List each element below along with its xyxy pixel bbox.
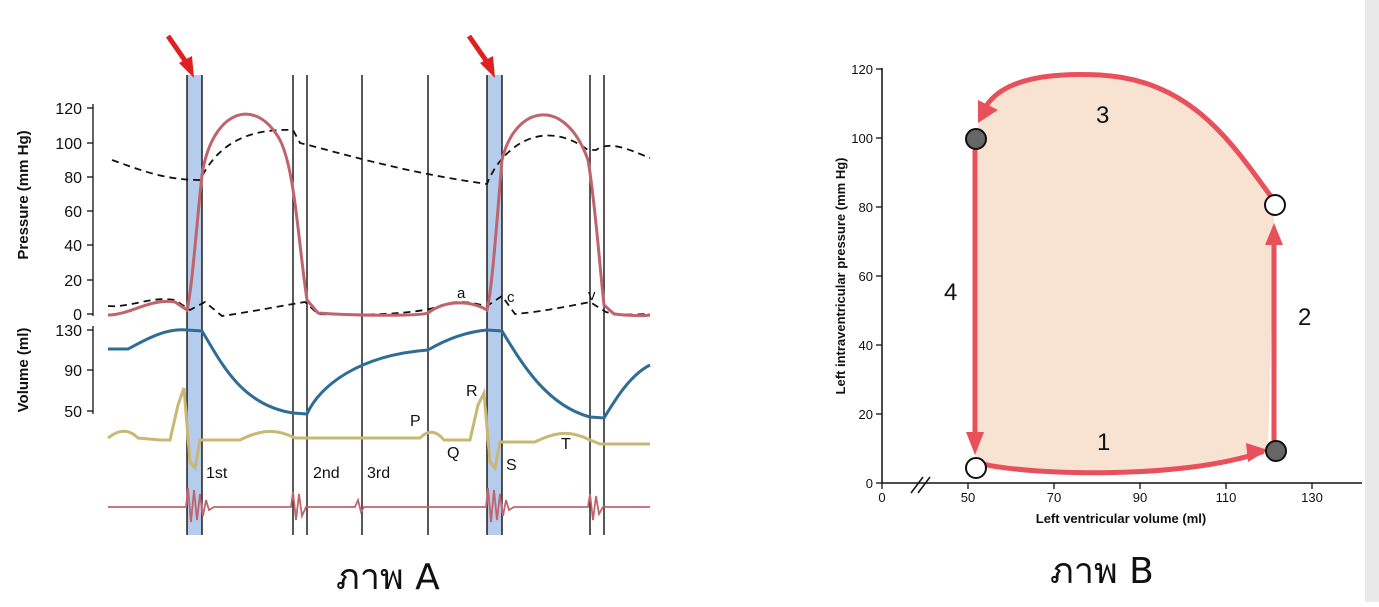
highlight-band-1	[187, 75, 202, 535]
point-end-diastolic	[1265, 440, 1287, 462]
x-tick-label: 110	[1216, 490, 1237, 505]
phonocardiogram-trace	[108, 487, 650, 523]
y-axis-label: Left intraventricular pressure (mm Hg)	[833, 158, 848, 395]
pressure-tick-label: 100	[55, 136, 82, 153]
y-tick-label: 40	[859, 338, 873, 353]
pv-loop	[972, 72, 1277, 476]
phase-label-4: 4	[944, 279, 957, 306]
ecg-label-s: S	[506, 457, 517, 474]
arrowhead-phase-4	[966, 432, 984, 455]
x-tick-label: 90	[1133, 490, 1147, 505]
y-tick-label: 100	[851, 131, 873, 146]
wave-label-v: v	[588, 287, 596, 304]
y-tick-label: 60	[859, 269, 873, 284]
wave-label-a: a	[457, 285, 466, 302]
phase-label-1: 1	[1097, 429, 1110, 456]
y-ticks	[876, 68, 882, 484]
atrial-pressure-curve	[107, 294, 651, 317]
pressure-axis-label: Pressure (mm Hg)	[15, 130, 32, 259]
pressure-tick-label: 80	[64, 170, 82, 187]
pressure-tick-label: 120	[55, 101, 82, 118]
ecg-label-p: P	[410, 413, 421, 430]
arrowhead-phase-1	[1246, 443, 1268, 462]
point-aortic-valve-opening	[1264, 194, 1286, 216]
phase-1-filling	[980, 449, 1265, 476]
caption-figure-a: ภาพ A	[336, 557, 440, 598]
pv-loop-area	[975, 74, 1274, 473]
aortic-pressure-curve	[111, 129, 651, 185]
ventricular-volume-curve	[108, 328, 651, 420]
ecg-label-r: R	[466, 383, 478, 400]
phase-lines	[186, 75, 605, 535]
volume-axis-label: Volume (ml)	[15, 328, 32, 413]
y-tick-label: 20	[859, 407, 873, 422]
x-tick-label: 0	[878, 490, 885, 505]
volume-axis-ticks	[87, 329, 93, 412]
y-tick-label: 0	[866, 476, 873, 491]
pressure-tick-label: 0	[73, 307, 82, 324]
arrow-2	[466, 34, 495, 78]
pressure-tick-label: 40	[64, 238, 82, 255]
pressure-axis-ticks	[87, 107, 93, 315]
caption-figure-b: ภาพ B	[1050, 551, 1154, 592]
axis-break	[910, 476, 931, 494]
y-tick-label: 120	[851, 62, 873, 77]
x-tick-label: 70	[1047, 490, 1061, 505]
x-tick-label: 130	[1301, 490, 1323, 505]
y-tick-label: 80	[859, 200, 873, 215]
x-axis-label: Left ventricular volume (ml)	[1036, 511, 1206, 526]
figure-b: 120 100 80 60 40 20 0 0 50 70 90 110 130…	[833, 62, 1362, 526]
pressure-tick-label: 20	[64, 273, 82, 290]
pressure-tick-label: 60	[64, 204, 82, 221]
arrowhead-phase-3	[978, 100, 998, 123]
figure-a: 120 100 80 60 40 20 0 Pressure (mm Hg) 1…	[15, 34, 651, 535]
phase-label-2: 2	[1298, 304, 1311, 331]
volume-tick-label: 50	[64, 404, 82, 421]
heart-sound-2nd: 2nd	[313, 465, 340, 482]
scrollbar[interactable]	[1365, 0, 1379, 602]
point-end-systolic	[965, 128, 987, 150]
heart-sound-3rd: 3rd	[367, 465, 390, 482]
phase-3-ejection	[982, 72, 1275, 201]
wave-label-c: c	[507, 289, 515, 306]
x-ticks	[881, 483, 1313, 489]
ecg-trace	[107, 387, 650, 472]
heart-sound-1st: 1st	[206, 465, 228, 482]
ventricular-pressure-curve	[107, 112, 651, 318]
x-tick-label: 50	[961, 490, 975, 505]
phase-label-3: 3	[1096, 102, 1109, 129]
ecg-label-t: T	[561, 436, 571, 453]
arrow-1	[165, 34, 194, 78]
volume-tick-label: 90	[64, 363, 82, 380]
point-mitral-valve-opening	[965, 457, 987, 479]
volume-tick-label: 130	[55, 323, 82, 340]
ecg-label-q: Q	[447, 445, 459, 462]
arrowhead-phase-2	[1265, 223, 1283, 245]
